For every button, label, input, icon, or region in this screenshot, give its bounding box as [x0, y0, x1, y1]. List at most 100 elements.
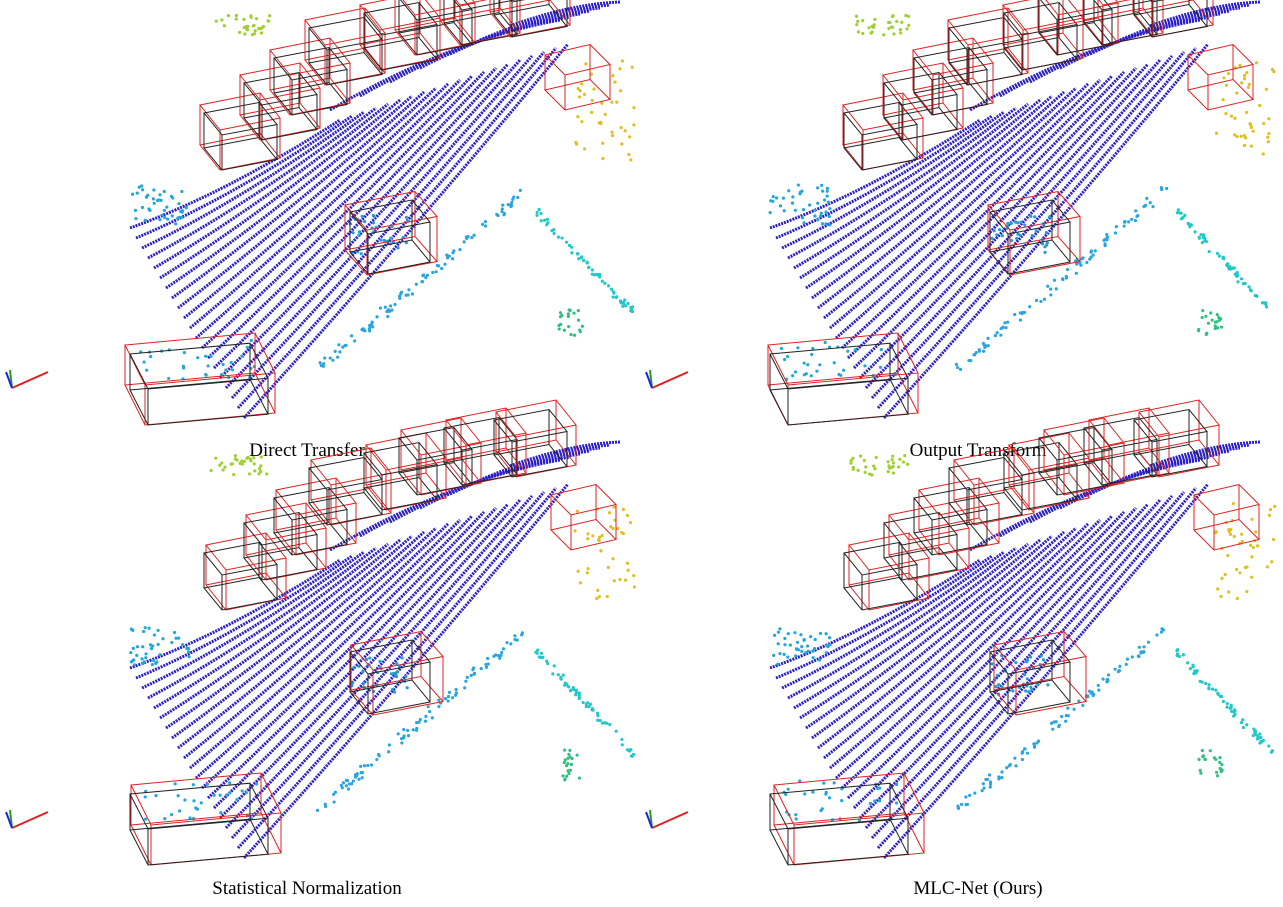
- point: [1026, 677, 1029, 680]
- point: [424, 720, 427, 723]
- point: [824, 210, 827, 213]
- point: [601, 157, 604, 160]
- point: [218, 464, 221, 467]
- point: [1230, 710, 1233, 713]
- point: [822, 781, 825, 784]
- point: [1273, 505, 1276, 508]
- point: [620, 126, 623, 129]
- point: [383, 239, 386, 242]
- point: [809, 635, 812, 638]
- point: [563, 329, 566, 332]
- point: [1065, 275, 1068, 278]
- point: [591, 268, 594, 271]
- point: [350, 782, 353, 785]
- point: [891, 15, 894, 18]
- point: [338, 350, 341, 353]
- point: [1123, 221, 1126, 224]
- point: [1131, 655, 1134, 658]
- point: [182, 366, 185, 369]
- point: [864, 471, 867, 474]
- point: [1258, 741, 1261, 744]
- point: [1244, 282, 1247, 285]
- point: [135, 654, 138, 657]
- point: [463, 686, 466, 689]
- point: [1011, 689, 1014, 692]
- caption: MLC-Net (Ours): [913, 878, 1042, 899]
- point: [223, 466, 226, 469]
- point: [144, 795, 147, 798]
- point: [609, 525, 612, 528]
- point: [582, 259, 585, 262]
- point: [1023, 747, 1026, 750]
- point: [787, 632, 790, 635]
- point: [1035, 299, 1038, 302]
- point: [1139, 651, 1142, 654]
- point: [378, 754, 381, 757]
- point: [1245, 723, 1248, 726]
- point: [984, 778, 987, 781]
- point: [1097, 684, 1100, 687]
- point: [147, 627, 150, 630]
- point: [406, 686, 409, 689]
- point: [615, 730, 618, 733]
- point: [187, 650, 190, 653]
- point: [400, 737, 403, 740]
- point: [563, 684, 566, 687]
- point: [337, 343, 340, 346]
- point: [1014, 221, 1017, 224]
- point: [1092, 694, 1095, 697]
- point: [254, 29, 257, 32]
- point: [1147, 641, 1150, 644]
- point: [1207, 687, 1210, 690]
- point: [969, 359, 972, 362]
- point: [260, 26, 263, 29]
- point: [1243, 134, 1246, 137]
- point: [220, 18, 223, 21]
- point: [870, 25, 873, 28]
- scan-line: [830, 520, 1100, 768]
- point: [604, 113, 607, 116]
- point: [177, 636, 180, 639]
- point: [420, 280, 423, 283]
- point: [803, 792, 806, 795]
- point: [627, 153, 630, 156]
- point: [626, 514, 629, 517]
- point: [1225, 84, 1228, 87]
- point: [142, 360, 145, 363]
- point: [358, 230, 361, 233]
- point: [1042, 658, 1045, 661]
- point: [228, 791, 231, 794]
- point: [1255, 61, 1258, 64]
- point: [1134, 219, 1137, 222]
- point: [225, 793, 228, 796]
- point: [204, 373, 207, 376]
- point: [402, 728, 405, 731]
- point: [591, 707, 594, 710]
- point: [443, 263, 446, 266]
- point: [393, 303, 396, 306]
- box-face: [948, 8, 1028, 45]
- caption: Statistical Normalization: [212, 878, 402, 899]
- point: [1233, 117, 1236, 120]
- point: [993, 229, 996, 232]
- point: [1127, 220, 1130, 223]
- point: [586, 261, 589, 264]
- point: [1233, 535, 1236, 538]
- point: [1249, 544, 1252, 547]
- point: [1090, 249, 1093, 252]
- point: [601, 280, 604, 283]
- point: [324, 805, 327, 808]
- point: [895, 783, 898, 786]
- point: [613, 505, 616, 508]
- point: [1193, 669, 1196, 672]
- point: [816, 218, 819, 221]
- point: [597, 538, 600, 541]
- point: [362, 681, 365, 684]
- point: [1162, 628, 1165, 631]
- point: [1207, 683, 1210, 686]
- point: [799, 633, 802, 636]
- point: [1019, 221, 1022, 224]
- point: [1177, 208, 1180, 211]
- point: [570, 763, 573, 766]
- point: [620, 142, 623, 145]
